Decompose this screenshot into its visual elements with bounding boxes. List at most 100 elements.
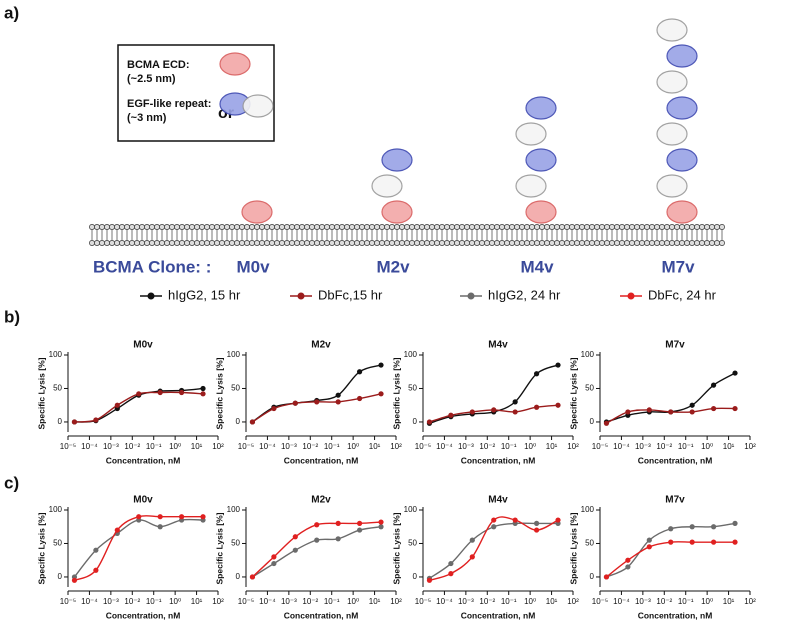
data-point bbox=[646, 544, 652, 550]
lipid-head bbox=[524, 224, 530, 230]
lipid-head bbox=[714, 240, 720, 246]
lipid-head bbox=[569, 240, 575, 246]
fit-curve bbox=[252, 526, 382, 578]
data-point bbox=[603, 420, 610, 426]
lipid-head bbox=[169, 224, 175, 230]
lipid-head bbox=[574, 224, 580, 230]
y-tick-label: 0 bbox=[590, 572, 595, 581]
x-tick-label: 10⁻⁴ bbox=[613, 442, 630, 451]
data-point bbox=[114, 402, 120, 408]
y-tick-label: 0 bbox=[590, 417, 595, 426]
data-point bbox=[732, 370, 738, 376]
lipid-head bbox=[294, 240, 300, 246]
lipid-head bbox=[559, 240, 565, 246]
lipid-head bbox=[219, 240, 225, 246]
lipid-head bbox=[644, 240, 650, 246]
lipid-head bbox=[614, 224, 620, 230]
lipid-head bbox=[404, 224, 410, 230]
lipid-head bbox=[264, 240, 270, 246]
y-axis-title: Specific Lysis [%] bbox=[391, 512, 401, 584]
lipid-head bbox=[499, 224, 505, 230]
lipid-head bbox=[654, 224, 660, 230]
lipid-head bbox=[409, 240, 415, 246]
y-axis-title: Specific Lysis [%] bbox=[214, 357, 224, 429]
lipid-head bbox=[194, 240, 200, 246]
lipid-head bbox=[349, 224, 355, 230]
data-point bbox=[710, 524, 717, 530]
lipid-head bbox=[409, 224, 415, 230]
data-point bbox=[335, 536, 341, 542]
panel-label: a) bbox=[4, 3, 19, 22]
y-tick-label: 0 bbox=[58, 572, 63, 581]
protein-domain bbox=[656, 18, 688, 42]
data-point bbox=[469, 554, 475, 560]
lipid-head bbox=[269, 224, 275, 230]
data-point bbox=[335, 520, 341, 526]
lipid-head bbox=[619, 240, 625, 246]
data-point bbox=[512, 409, 518, 415]
data-point bbox=[469, 537, 475, 543]
x-tick-label: 10⁻⁵ bbox=[415, 597, 431, 606]
lipid-head bbox=[704, 224, 710, 230]
lipid-head bbox=[289, 240, 295, 246]
lipid-head bbox=[144, 240, 150, 246]
lipid-head bbox=[399, 224, 405, 230]
lipid-head bbox=[279, 240, 285, 246]
lipid-head bbox=[719, 240, 725, 246]
x-tick-label: 10⁻⁵ bbox=[238, 597, 254, 606]
y-axis-title: Specific Lysis [%] bbox=[568, 357, 578, 429]
lipid-head bbox=[699, 224, 705, 230]
lipid-head bbox=[99, 240, 105, 246]
lipid-head bbox=[149, 224, 155, 230]
lipid-head bbox=[334, 224, 340, 230]
lipid-head bbox=[579, 224, 585, 230]
data-point bbox=[356, 395, 363, 402]
x-tick-label: 10¹ bbox=[546, 597, 558, 606]
lipid-head bbox=[599, 224, 605, 230]
y-tick-label: 50 bbox=[585, 539, 594, 548]
data-point bbox=[292, 400, 298, 406]
y-axis-title: Specific Lysis [%] bbox=[568, 512, 578, 584]
lipid-head bbox=[539, 240, 545, 246]
y-tick-label: 100 bbox=[581, 505, 595, 514]
lipid-head bbox=[694, 224, 700, 230]
data-point bbox=[71, 577, 78, 583]
lipid-head bbox=[594, 240, 600, 246]
lipid-head bbox=[274, 224, 280, 230]
x-tick-label: 10² bbox=[567, 597, 579, 606]
data-point bbox=[136, 391, 142, 397]
protein-domain bbox=[525, 96, 557, 120]
protein-domain bbox=[656, 174, 688, 198]
x-tick-label: 10⁻¹ bbox=[501, 597, 517, 606]
fit-curve bbox=[252, 364, 382, 423]
lipid-head bbox=[529, 224, 535, 230]
chart-title: M0v bbox=[133, 495, 153, 506]
data-point bbox=[625, 409, 631, 415]
x-tick-label: 10⁻³ bbox=[281, 597, 297, 606]
legend-icon bbox=[242, 94, 274, 118]
legend-marker bbox=[467, 292, 475, 300]
data-point bbox=[625, 557, 631, 563]
lipid-head bbox=[589, 240, 595, 246]
y-tick-label: 50 bbox=[231, 384, 240, 393]
lipid-head bbox=[389, 240, 395, 246]
x-tick-label: 10¹ bbox=[369, 597, 381, 606]
lipid-head bbox=[354, 224, 360, 230]
data-point bbox=[200, 514, 206, 520]
lipid-head bbox=[639, 240, 645, 246]
legend-box bbox=[117, 44, 275, 142]
x-tick-label: 10⁻³ bbox=[458, 597, 474, 606]
lipid-head bbox=[429, 224, 435, 230]
lipid-head bbox=[699, 240, 705, 246]
lipid-head bbox=[104, 240, 110, 246]
panel-label: c) bbox=[4, 473, 19, 492]
lipid-head bbox=[709, 240, 715, 246]
x-tick-label: 10⁻⁵ bbox=[592, 442, 608, 451]
data-point bbox=[292, 534, 298, 540]
x-tick-label: 10⁻⁴ bbox=[436, 597, 453, 606]
legend-label: hIgG2, 15 hr bbox=[168, 287, 241, 302]
lipid-head bbox=[359, 240, 365, 246]
lipid-head bbox=[444, 224, 450, 230]
lipid-head bbox=[159, 224, 165, 230]
lipid-head bbox=[134, 224, 140, 230]
